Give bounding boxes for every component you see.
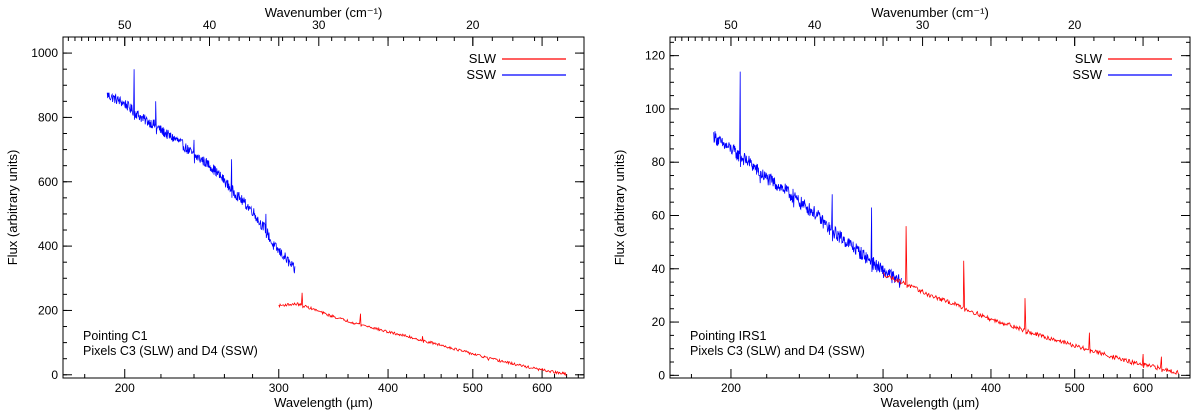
x-tick-label: 400 xyxy=(981,381,1001,395)
annotation-text: Pixels C3 (SLW) and D4 (SSW) xyxy=(690,344,865,358)
x-tick-label: 200 xyxy=(115,381,135,395)
y-tick-label: 40 xyxy=(652,262,666,276)
x2-tick-label: 20 xyxy=(1068,18,1082,32)
legend-label-slw: SLW xyxy=(469,51,497,66)
y-tick-label: 0 xyxy=(51,368,58,382)
x-tick-label: 600 xyxy=(532,381,552,395)
annotation-text: Pixels C3 (SLW) and D4 (SSW) xyxy=(83,344,258,358)
y-tick-label: 600 xyxy=(38,175,58,189)
x2-axis-title: Wavenumber (cm⁻¹) xyxy=(265,5,383,20)
plot-frame xyxy=(669,36,1191,379)
legend-label-ssw: SSW xyxy=(466,67,496,82)
legend-label-ssw: SSW xyxy=(1072,67,1102,82)
x2-tick-label: 50 xyxy=(118,18,132,32)
y-tick-label: 20 xyxy=(652,315,666,329)
y-tick-label: 120 xyxy=(645,49,665,63)
x-tick-label: 300 xyxy=(873,381,893,395)
x-tick-label: 500 xyxy=(463,381,483,395)
y-tick-label: 200 xyxy=(38,303,58,317)
y-tick-label: 0 xyxy=(658,368,665,382)
series-line-slw xyxy=(278,292,567,377)
series-line-ssw xyxy=(713,71,902,288)
series-line-slw xyxy=(883,226,1180,375)
y-tick-label: 1000 xyxy=(31,46,58,60)
plot-frame xyxy=(62,36,585,379)
x2-axis-title: Wavenumber (cm⁻¹) xyxy=(871,5,989,20)
x2-tick-label: 50 xyxy=(724,18,738,32)
y-tick-label: 100 xyxy=(645,102,665,116)
y-tick-label: 80 xyxy=(652,155,666,169)
y-tick-label: 400 xyxy=(38,239,58,253)
y-axis-title: Flux (arbitrary units) xyxy=(612,150,627,266)
y-tick-label: 60 xyxy=(652,208,666,222)
x-axis-title: Wavelength (µm) xyxy=(881,395,980,410)
series-line-ssw xyxy=(106,69,296,274)
x-tick-label: 200 xyxy=(721,381,741,395)
x2-tick-label: 30 xyxy=(312,18,326,32)
x2-tick-label: 40 xyxy=(808,18,822,32)
x2-tick-label: 40 xyxy=(203,18,217,32)
y-tick-label: 800 xyxy=(38,110,58,124)
x-tick-label: 300 xyxy=(269,381,289,395)
x2-tick-label: 20 xyxy=(466,18,480,32)
x-tick-label: 600 xyxy=(1133,381,1153,395)
x-tick-label: 400 xyxy=(378,381,398,395)
y-axis-title: Flux (arbitrary units) xyxy=(5,150,20,266)
annotation-text: Pointing C1 xyxy=(83,329,148,343)
x-axis-title: Wavelength (µm) xyxy=(274,395,373,410)
x2-tick-label: 30 xyxy=(916,18,930,32)
legend-label-slw: SLW xyxy=(1075,51,1103,66)
x-tick-label: 500 xyxy=(1065,381,1085,395)
annotation-text: Pointing IRS1 xyxy=(690,329,766,343)
